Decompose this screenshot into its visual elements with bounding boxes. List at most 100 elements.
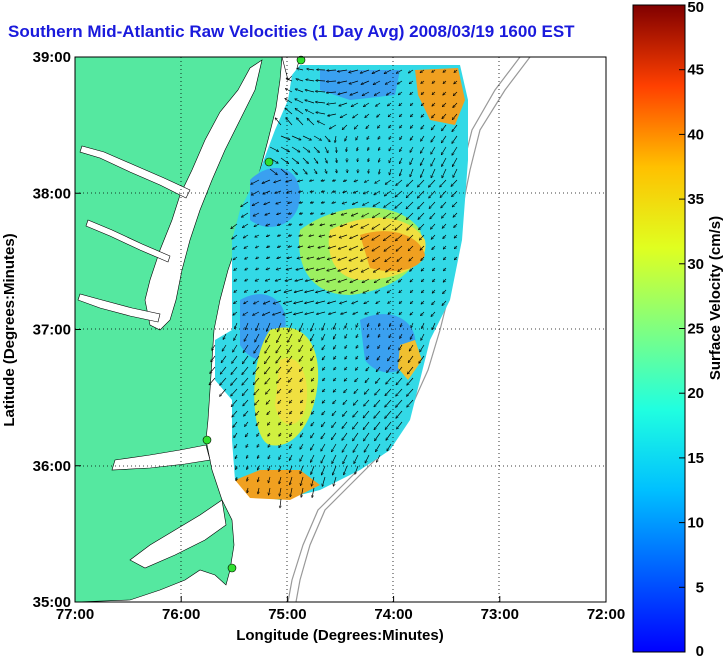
velocity-arrow (288, 246, 293, 247)
velocity-arrow (443, 278, 447, 282)
velocity-arrow (251, 179, 260, 185)
velocity-arrow (242, 344, 249, 353)
velocity-arrow (288, 213, 293, 214)
velocity-arrow (396, 69, 403, 74)
velocity-arrow (407, 366, 414, 374)
velocity-arrow (352, 300, 359, 304)
velocity-arrow (265, 333, 271, 343)
velocity-arrow (362, 91, 370, 97)
velocity-arrow (222, 333, 227, 340)
velocity-arrow (407, 223, 414, 230)
velocity-arrow (288, 443, 293, 449)
velocity-arrow (255, 279, 260, 282)
velocity-arrow (399, 146, 403, 152)
velocity-arrow (287, 257, 293, 259)
velocity-arrow (421, 289, 425, 293)
map-title: Southern Mid-Atlantic Raw Velocities (1 … (8, 22, 575, 41)
x-tick-label: 75:00 (268, 606, 306, 623)
velocity-arrow (231, 388, 238, 396)
velocity-arrow (417, 201, 425, 209)
velocity-arrow (411, 322, 414, 328)
velocity-arrow (266, 257, 271, 259)
velocity-arrow (409, 267, 414, 272)
velocity-arrow (364, 454, 370, 463)
velocity-arrow (343, 180, 348, 181)
velocity-arrow (324, 146, 329, 153)
velocity-arrow (276, 366, 282, 373)
velocity-arrow (363, 432, 370, 441)
velocity-arrow (286, 78, 293, 82)
velocity-arrow (295, 278, 304, 281)
velocity-arrow (243, 311, 249, 316)
velocity-arrow (245, 268, 249, 271)
velocity-arrow (353, 454, 359, 464)
velocity-arrow (386, 443, 392, 451)
velocity-arrow (232, 245, 238, 250)
velocity-arrow (278, 443, 281, 448)
velocity-arrow (280, 157, 289, 164)
velocity-arrow (385, 399, 392, 407)
velocity-arrow (410, 289, 414, 293)
velocity-arrow (275, 344, 282, 353)
velocity-arrow (277, 257, 282, 259)
velocity-arrow (333, 355, 337, 360)
velocity-arrow (442, 223, 447, 229)
velocity-arrow (406, 201, 414, 209)
velocity-arrow (378, 146, 380, 151)
velocity-arrow (342, 432, 348, 441)
velocity-arrow (384, 201, 392, 208)
velocity-arrow (327, 300, 337, 304)
velocity-arrow (321, 432, 326, 439)
velocity-arrow (324, 157, 327, 163)
velocity-arrow (366, 124, 370, 129)
velocity-arrow (289, 432, 293, 437)
velocity-arrow (311, 410, 315, 415)
velocity-arrow (452, 168, 458, 178)
velocity-arrow (377, 333, 380, 338)
velocity-arrow (234, 290, 238, 293)
velocity-arrow (363, 190, 370, 195)
velocity-arrow (315, 289, 326, 293)
velocity-arrow (304, 289, 315, 292)
velocity-arrow (313, 146, 320, 153)
velocity-arrow (387, 102, 392, 106)
velocity-arrow (255, 410, 260, 416)
velocity-arrow (339, 300, 348, 304)
velocity-arrow (277, 224, 282, 225)
velocity-arrow (262, 311, 271, 315)
velocity-arrow (355, 366, 359, 371)
velocity-arrow (375, 179, 381, 184)
velocity-arrow (441, 124, 447, 131)
velocity-arrow (419, 146, 425, 154)
velocity-arrow (356, 355, 358, 359)
velocity-arrow (419, 355, 425, 364)
colorbar-tick-label: 25 (687, 321, 704, 338)
velocity-arrow (316, 300, 326, 303)
velocity-arrow (256, 421, 260, 426)
velocity-arrow (298, 246, 304, 247)
velocity-arrow (353, 399, 359, 406)
velocity-arrow (232, 234, 238, 239)
grid-lines (75, 57, 606, 602)
velocity-arrow (342, 421, 348, 429)
velocity-arrow (351, 289, 359, 293)
green-dot-icon (296, 55, 306, 65)
velocity-arrow (313, 157, 318, 164)
velocity-arrow (301, 487, 304, 498)
velocity-arrow (377, 344, 381, 349)
velocity-arrow (277, 388, 282, 394)
velocity-arrow (451, 190, 458, 197)
velocity-arrow (279, 487, 282, 496)
velocity-arrow (332, 465, 337, 475)
velocity-arrow (432, 300, 436, 305)
velocity-arrow (442, 289, 447, 294)
velocity-arrow (421, 92, 425, 95)
velocity-arrow (372, 234, 381, 241)
velocity-arrow (355, 135, 359, 140)
velocity-arrow (300, 410, 303, 414)
velocity-arrow (331, 454, 337, 464)
velocity-arrow (376, 300, 381, 304)
velocity-arrow (280, 168, 288, 175)
velocity-arrow (440, 179, 447, 187)
velocity-arrow (431, 113, 436, 118)
